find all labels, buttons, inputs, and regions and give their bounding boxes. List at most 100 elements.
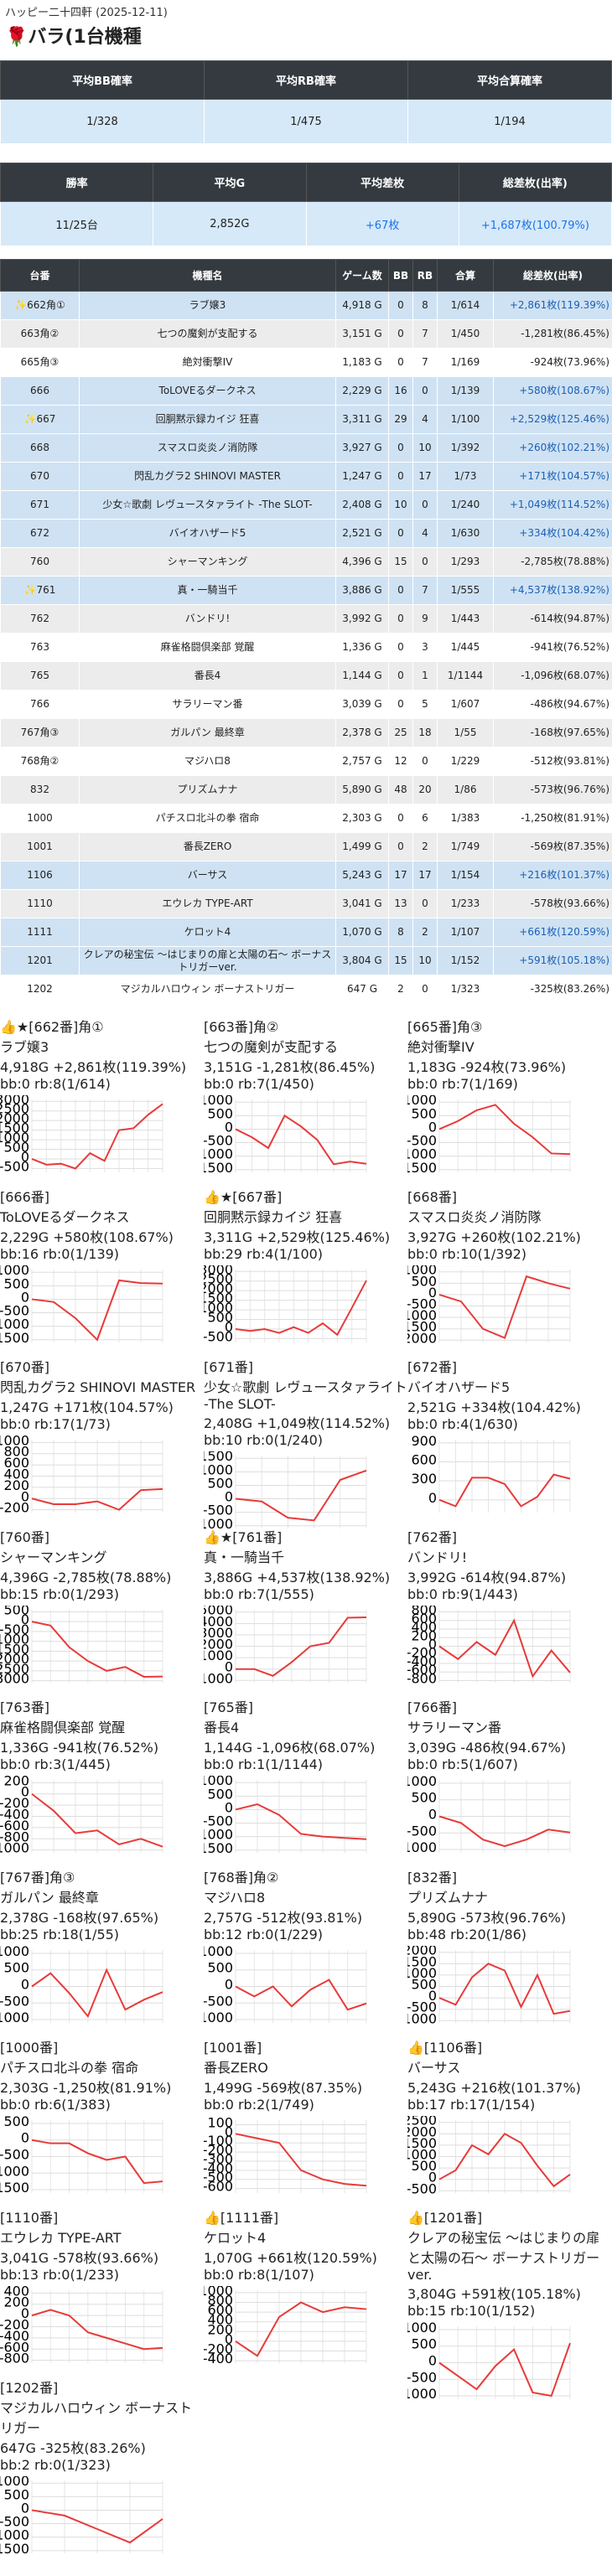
y-tick-label: -500 [0, 1303, 29, 1319]
data-line [438, 1473, 571, 1508]
table-cell: スマスロ炎炎ノ消防隊 [79, 433, 336, 463]
table-cell: 17 [412, 861, 438, 890]
table-row: ✨761 真・一騎当千 3,886 G 0 7 1/555 +4,537枚(138.92%) [0, 576, 612, 605]
chart-card: [663番]角② 七つの魔剣が支配する 3,151G -1,281枚(86.45%)… [194, 1016, 407, 1186]
card-text: 3,151G -1,281枚(86.45%) [204, 1059, 376, 1075]
table-cell: 3,039 G [335, 690, 389, 719]
table-cell: 7 [412, 576, 438, 605]
card-text: [1202番] [0, 2380, 59, 2396]
table-cell: +1,049枚(114.52%) [493, 490, 612, 520]
table-cell: 0 [388, 433, 413, 463]
card-text: bb:0 rb:6(1/383) [0, 2097, 111, 2113]
site-name: ハッピー二十四軒 (2025-12-11) [5, 7, 168, 19]
table-row: 1000 パチスロ北斗の拳 宿命 2,303 G 0 6 1/383 -1,250枚(81.… [0, 804, 612, 833]
y-tick-label: -1000 [407, 1146, 437, 1162]
card-text: [668番] [407, 1189, 458, 1205]
card-text: bb:0 rb:1(1/1144) [204, 1756, 324, 1772]
column-header: BB [388, 259, 413, 292]
y-tick-label: 0 [21, 2305, 29, 2321]
card-text: 5,243G +216枚(101.37%) [407, 2080, 581, 2096]
table-cell: 3,927 G [335, 433, 389, 463]
y-tick-label: 1000 [204, 1648, 233, 1663]
data-line [31, 2509, 163, 2544]
y-tick-label: -200 [204, 2142, 233, 2158]
card-text: 3,886G +4,537枚(138.92%) [204, 1570, 391, 1585]
y-tick-label: 600 [411, 1611, 437, 1627]
y-tick-label: -600 [407, 1662, 437, 1678]
chart-card: [666番] ToLOVEるダークネス 2,229G +580枚(108.67%) b… [0, 1186, 204, 1356]
card-text: 番長ZERO [204, 2060, 268, 2076]
table-cell: 1202 [0, 975, 80, 1004]
card-text: bb:0 rb:8(1/614) [0, 1076, 111, 1092]
y-tick-label: -400 [204, 2160, 233, 2176]
card-text: bb:25 rb:18(1/55) [0, 1927, 120, 1942]
y-tick-label: -1000 [0, 1840, 29, 1856]
card-text: bb:0 rb:4(1/630) [407, 1416, 518, 1432]
y-tick-label: -500 [0, 1993, 29, 2009]
table-cell: -614枚(94.87%) [493, 604, 612, 634]
card-text: bb:0 rb:5(1/607) [407, 1756, 518, 1772]
table-row: 670 閃乱カグラ2 SHINOVI MASTER 1,247 G 0 17 1/73 +1… [0, 462, 612, 491]
table-cell: +171枚(104.57%) [493, 462, 612, 491]
mini-chart: -1000-500050010001500 [194, 1448, 367, 1532]
table-cell: 768角② [0, 747, 80, 776]
y-tick-label: -2500 [0, 1661, 29, 1677]
table-cell: 760 [0, 547, 80, 577]
table-cell: 763 [0, 633, 80, 662]
table-cell: ケロット4 [79, 918, 336, 947]
table-cell: 麻雀格闘倶楽部 覚醒 [79, 633, 336, 662]
table-cell: +2,529枚(125.46%) [493, 405, 612, 434]
table-cell: 七つの魔剣が支配する [79, 319, 336, 349]
card-text: [671番] [204, 1359, 254, 1375]
y-tick-label: -3000 [0, 1671, 29, 1687]
card-text: 2,521G +334枚(104.42%) [407, 1399, 581, 1415]
table-cell: 6 [412, 804, 438, 833]
table-cell: 3,151 G [335, 319, 389, 349]
table-cell: 672 [0, 519, 80, 548]
y-tick-label: 1000 [204, 1461, 233, 1477]
y-tick-label: -1000 [204, 1827, 233, 1843]
table-cell: 18 [412, 718, 438, 747]
card-text: [832番] [407, 1870, 458, 1885]
summary-value: 1/475 [204, 99, 408, 144]
y-tick-label: -1500 [0, 1330, 29, 1346]
mini-chart: -1000-50005001000 [398, 1773, 571, 1855]
table-cell: 3,804 G [335, 946, 389, 975]
table-cell: エウレカ TYPE-ART [79, 889, 336, 918]
chart-card: [832番] プリズムナナ 5,890G -573枚(96.76%) bb:48 rb… [398, 1866, 612, 2036]
table-row: 1202 マジカルハロウィン ボーナストリガー 647 G 2 0 1/323 -325枚(… [0, 975, 612, 1004]
table-cell: 0 [412, 889, 438, 918]
table-cell: 1/614 [437, 291, 494, 320]
chart-card: [668番] スマスロ炎炎ノ消防隊 3,927G +260枚(102.21%) bb:… [398, 1186, 612, 1356]
y-tick-label: 1000 [204, 2286, 233, 2299]
y-tick-label: 1500 [204, 1451, 233, 1464]
table-cell: 0 [412, 975, 438, 1004]
chart-card: 👍[1201番] クレアの秘宝伝 ～はじまりの扉と太陽の石～ ボーナストリガーve… [398, 2206, 612, 2402]
y-tick-label: 1000 [407, 2147, 437, 2163]
y-tick-label: 200 [207, 2321, 233, 2337]
table-cell: 15 [388, 547, 413, 577]
data-line [438, 1618, 571, 1679]
card-text: 3,041G -578枚(93.66%) [0, 2250, 159, 2266]
y-tick-label: 1000 [407, 1776, 437, 1789]
y-tick-label: 0 [21, 1488, 29, 1504]
y-tick-label: -500 [407, 1133, 437, 1149]
y-tick-label: -1000 [407, 1839, 437, 1855]
y-tick-label: -500 [407, 2369, 437, 2385]
column-header: 合算 [437, 259, 494, 292]
card-text: 3,039G -486枚(94.67%) [407, 1740, 567, 1756]
y-tick-label: 1000 [0, 1946, 29, 1959]
table-cell: シャーマンキング [79, 547, 336, 577]
table-cell: 番長ZERO [79, 832, 336, 861]
data-line [31, 2139, 163, 2185]
card-text: バイオハザード5 [407, 1379, 511, 1395]
summary-header: 平均RB確率 [204, 60, 408, 100]
y-tick-label: 1000 [0, 1435, 29, 1448]
table-cell: 1,336 G [335, 633, 389, 662]
table-cell: 1/107 [437, 918, 494, 947]
table-cell: 25 [388, 718, 413, 747]
y-tick-label: -500 [204, 1503, 233, 1518]
mini-chart: -1000-50005001000 [398, 2320, 571, 2402]
